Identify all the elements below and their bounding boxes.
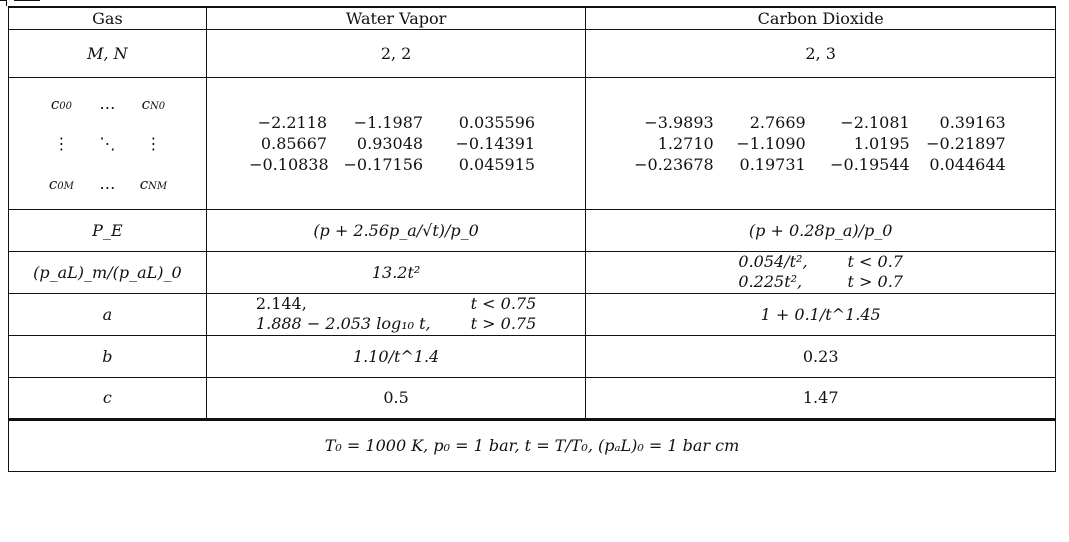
mn-label: M, N <box>8 28 207 78</box>
coeff-matrix-water: −2.2118 −1.1987 0.035596 0.85667 0.93048 −0.… <box>205 76 587 210</box>
b-water: 1.10/t^1.4 <box>205 334 587 378</box>
mn-co2: 2, 3 <box>585 28 1056 78</box>
b-label: b <box>8 334 207 378</box>
coeff-matrix-co2: −3.9893 2.7669 −2.1081 0.39163 1.2710 −1.109… <box>585 76 1056 210</box>
table-row: b 1.10/t^1.4 0.23 <box>8 334 1056 378</box>
a-water: 2.144, t < 0.75 1.888 − 2.053 log₁₀ t, t >… <box>205 292 587 336</box>
cropped-caption-fragment <box>14 0 40 6</box>
b-co2: 0.23 <box>585 334 1056 378</box>
table-row: c00 … cN0 ⋮ ⋱ ⋮ c0M … cNM −2.2118 −1.1987… <box>8 76 1056 210</box>
c-co2: 1.47 <box>585 376 1056 420</box>
pe-label: P_E <box>8 208 207 252</box>
coeff-matrix-label: c00 … cN0 ⋮ ⋱ ⋮ c0M … cNM <box>8 76 207 210</box>
pal-co2: 0.054/t², t < 0.7 0.225t², t > 0.7 <box>585 250 1056 294</box>
table-footnote: T₀ = 1000 K, p₀ = 1 bar, t = T/T₀, (pₐL)… <box>8 417 1056 472</box>
table-row: a 2.144, t < 0.75 1.888 − 2.053 log₁₀ t, t… <box>8 292 1056 336</box>
pal-water: 13.2t² <box>205 250 587 294</box>
pal-label: (p_aL)_m/(p_aL)_0 <box>8 250 207 294</box>
pe-water: (p + 2.56p_a/√t)/p_0 <box>205 208 587 252</box>
cropped-caption-fragment <box>0 0 7 6</box>
table-row: c 0.5 1.47 <box>8 376 1056 420</box>
table-row: P_E (p + 2.56p_a/√t)/p_0 (p + 0.28p_a)/p… <box>8 208 1056 252</box>
c-label: c <box>8 376 207 420</box>
mn-water: 2, 2 <box>205 28 587 78</box>
a-label: a <box>8 292 207 336</box>
header-gas: Gas <box>8 6 207 30</box>
table-row: M, N 2, 2 2, 3 <box>8 28 1056 78</box>
header-carbon-dioxide: Carbon Dioxide <box>585 6 1056 30</box>
table-row: (p_aL)_m/(p_aL)_0 13.2t² 0.054/t², t < 0.… <box>8 250 1056 294</box>
c-water: 0.5 <box>205 376 587 420</box>
a-co2: 1 + 0.1/t^1.45 <box>585 292 1056 336</box>
header-water-vapor: Water Vapor <box>205 6 587 30</box>
table-footer-row: T₀ = 1000 K, p₀ = 1 bar, t = T/T₀, (pₐL)… <box>8 417 1056 472</box>
gas-parameter-table: Gas Water Vapor Carbon Dioxide M, N 2, 2… <box>8 6 1056 472</box>
pe-co2: (p + 0.28p_a)/p_0 <box>585 208 1056 252</box>
table-header-row: Gas Water Vapor Carbon Dioxide <box>8 6 1056 30</box>
